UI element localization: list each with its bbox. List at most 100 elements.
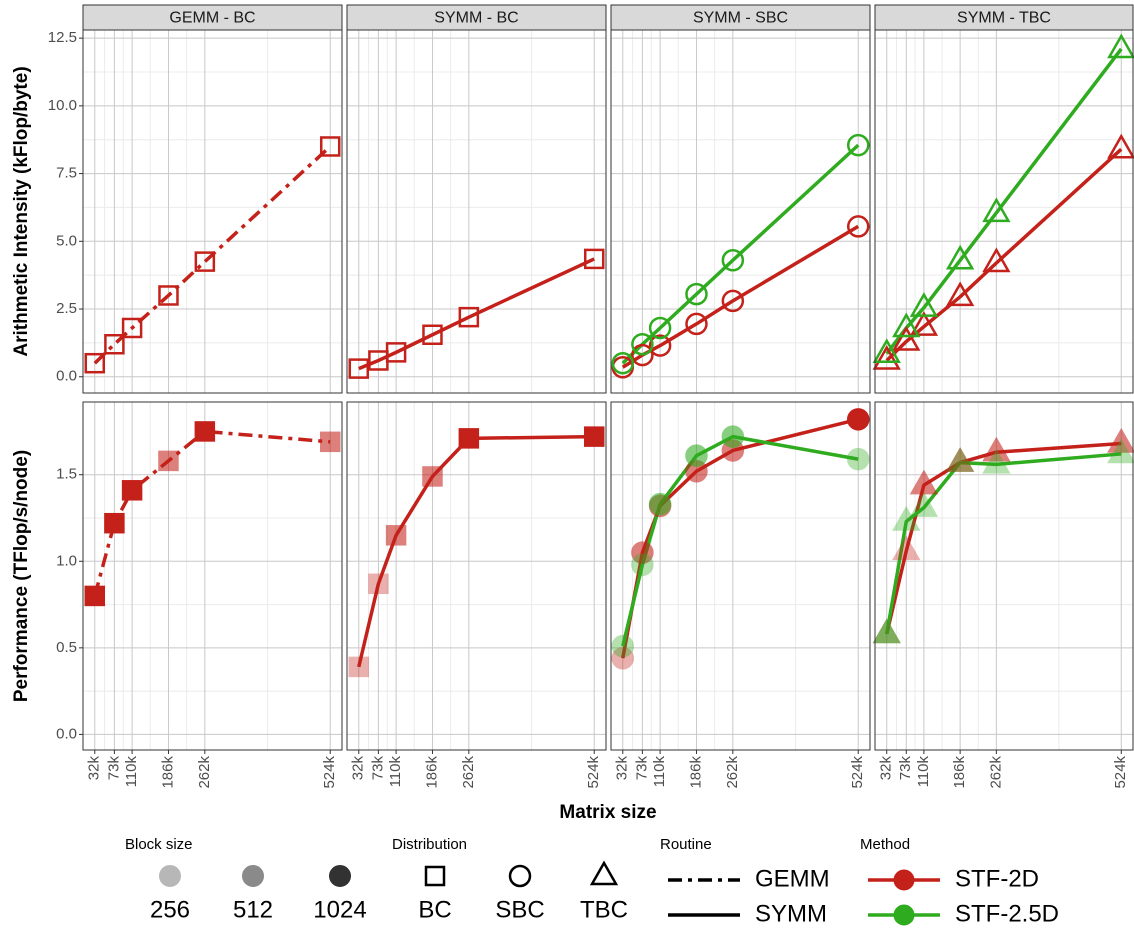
series-line [621, 143, 860, 365]
y-tick-label: 0.0 [56, 725, 77, 742]
series-line [885, 452, 1122, 635]
legend-key [159, 865, 181, 887]
series-line [358, 257, 595, 371]
data-point [892, 505, 921, 531]
legend-label: 512 [233, 896, 273, 923]
series-line [357, 434, 595, 668]
x-tick-label: 524k [585, 756, 602, 789]
data-point [945, 281, 975, 307]
panel-border [82, 29, 343, 394]
data-point [945, 447, 975, 472]
x-tick-label: 73k [897, 756, 914, 781]
panel-border [874, 401, 1134, 751]
x-tick-label: 32k [350, 756, 367, 781]
legend-label: STF-2.5D [955, 900, 1059, 927]
x-tick-label: 262k [987, 756, 1004, 789]
data-point [945, 244, 975, 270]
y-tick-label: 0.5 [56, 639, 77, 656]
strip [874, 4, 1134, 31]
data-point [104, 512, 125, 534]
data-point [348, 656, 370, 678]
data-point [611, 646, 635, 670]
legend-key [893, 904, 915, 926]
strip [82, 4, 343, 31]
legend-label: 1024 [313, 896, 366, 923]
legend-key [329, 865, 351, 887]
data-point [872, 338, 901, 363]
data-point [631, 332, 654, 356]
data-point [84, 585, 106, 607]
x-tick-label: 262k [460, 756, 477, 789]
y-tick-label: 12.5 [48, 29, 77, 46]
data-point [846, 447, 870, 471]
y-axis-title: Arithmetic Intensity (kFlop/byte) [11, 66, 32, 356]
data-point [909, 469, 939, 495]
series-line [621, 224, 860, 369]
data-point [982, 197, 1011, 223]
data-point [1107, 428, 1134, 453]
data-point [909, 292, 939, 317]
x-tick-label: 186k [159, 756, 176, 789]
y-tick-label: 5.0 [56, 232, 77, 249]
legend-title: Distribution [392, 836, 467, 853]
legend-label: 256 [150, 896, 190, 923]
data-point [872, 618, 901, 644]
data-point [385, 342, 407, 363]
x-tick-label: 262k [196, 756, 213, 789]
x-tick-label: 524k [1112, 756, 1129, 789]
data-point [872, 344, 901, 370]
data-point [121, 480, 143, 501]
panel-border [610, 29, 871, 394]
y-tick-label: 0.0 [56, 368, 77, 385]
panel-border [346, 401, 607, 751]
x-tick-label: 73k [633, 756, 650, 781]
data-point [348, 358, 370, 379]
legend-label: GEMM [755, 865, 830, 892]
legend-title: Routine [660, 836, 712, 853]
data-point [611, 634, 635, 658]
data-point [909, 311, 939, 336]
data-point [583, 248, 605, 270]
data-point [945, 447, 975, 472]
data-point [846, 215, 870, 238]
x-tick-label: 32k [878, 756, 895, 781]
legend-label: TBC [580, 896, 628, 923]
data-point [1107, 33, 1134, 59]
data-point [909, 492, 939, 517]
data-point [982, 448, 1011, 474]
y-tick-label: 10.0 [48, 97, 77, 114]
legend-key [893, 869, 915, 891]
data-point [385, 525, 407, 546]
y-tick-label: 1.0 [56, 552, 77, 569]
strip [610, 4, 871, 31]
data-point [982, 436, 1011, 462]
strip-title: SYMM - TBC [957, 10, 1051, 27]
legend-title: Block size [125, 836, 193, 853]
x-tick-label: 524k [321, 756, 338, 789]
x-tick-label: 186k [687, 756, 704, 789]
series-line [621, 434, 859, 647]
y-axis-title: Performance (TFlop/s/node) [11, 450, 32, 702]
y-tick-label: 7.5 [56, 165, 77, 182]
data-point [158, 450, 179, 472]
panel-border [874, 29, 1134, 394]
x-tick-label: 110k [915, 756, 932, 788]
x-tick-label: 32k [614, 756, 631, 781]
data-point [611, 351, 635, 375]
legend-label: BC [418, 896, 451, 923]
x-tick-label: 110k [123, 756, 140, 788]
legend-key [589, 860, 619, 886]
panel-border [610, 401, 871, 751]
data-point [721, 425, 745, 448]
series-line [885, 147, 1123, 362]
panel-background [83, 402, 342, 750]
data-point [458, 428, 480, 449]
panel-border [346, 29, 607, 394]
data-point [121, 317, 143, 339]
legend-label: STF-2D [955, 865, 1039, 892]
data-point [721, 289, 745, 313]
y-tick-label: 2.5 [56, 300, 77, 317]
legend-key [424, 865, 446, 887]
data-point [1107, 438, 1134, 464]
